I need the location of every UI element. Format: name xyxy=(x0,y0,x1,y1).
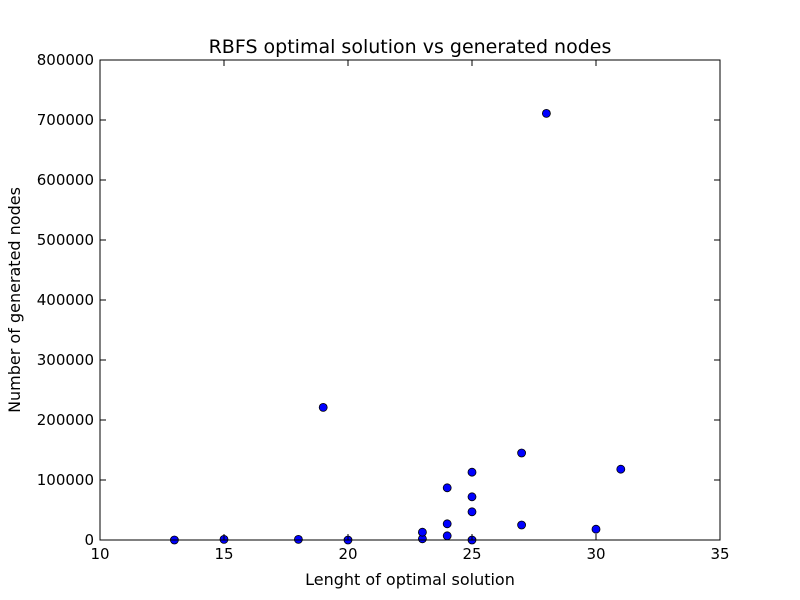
x-tick-label: 15 xyxy=(214,545,233,563)
data-points xyxy=(169,109,626,545)
data-point xyxy=(467,492,477,502)
data-point xyxy=(517,448,526,458)
x-tick-label: 35 xyxy=(710,545,729,563)
data-point xyxy=(442,531,452,541)
data-point xyxy=(517,520,526,530)
y-axis-label: Number of generated nodes xyxy=(5,187,24,413)
data-point xyxy=(417,527,427,537)
plot-frame xyxy=(99,59,721,541)
x-tick-label: 20 xyxy=(338,545,357,563)
x-tick-label: 30 xyxy=(586,545,605,563)
y-tick-label: 800000 xyxy=(37,51,94,69)
y-tick-label: 0 xyxy=(84,531,94,549)
axis-ticks: 10 15 20 25 30 35 0 100000 200000 300000 400000 500… xyxy=(37,51,730,563)
y-tick-label: 300000 xyxy=(37,351,94,369)
y-tick-label: 700000 xyxy=(37,111,94,129)
y-tick-label: 600000 xyxy=(37,171,94,189)
data-point xyxy=(542,109,551,118)
data-point xyxy=(442,519,452,529)
data-point xyxy=(467,507,477,517)
y-tick-label: 200000 xyxy=(37,411,94,429)
data-point xyxy=(591,524,601,534)
data-point xyxy=(442,483,452,493)
y-tick-label: 500000 xyxy=(37,231,94,249)
data-point xyxy=(616,464,626,474)
data-point xyxy=(467,467,477,477)
y-tick-label: 400000 xyxy=(37,291,94,309)
data-point xyxy=(318,402,328,412)
plot-area xyxy=(100,60,720,540)
chart-title: RBFS optimal solution vs generated nodes xyxy=(209,36,612,58)
x-tick-label: 10 xyxy=(90,545,109,563)
x-tick-label: 25 xyxy=(462,545,481,563)
x-axis-label: Lenght of optimal solution xyxy=(305,570,515,589)
y-tick-label: 100000 xyxy=(37,471,94,489)
data-point xyxy=(293,535,303,544)
